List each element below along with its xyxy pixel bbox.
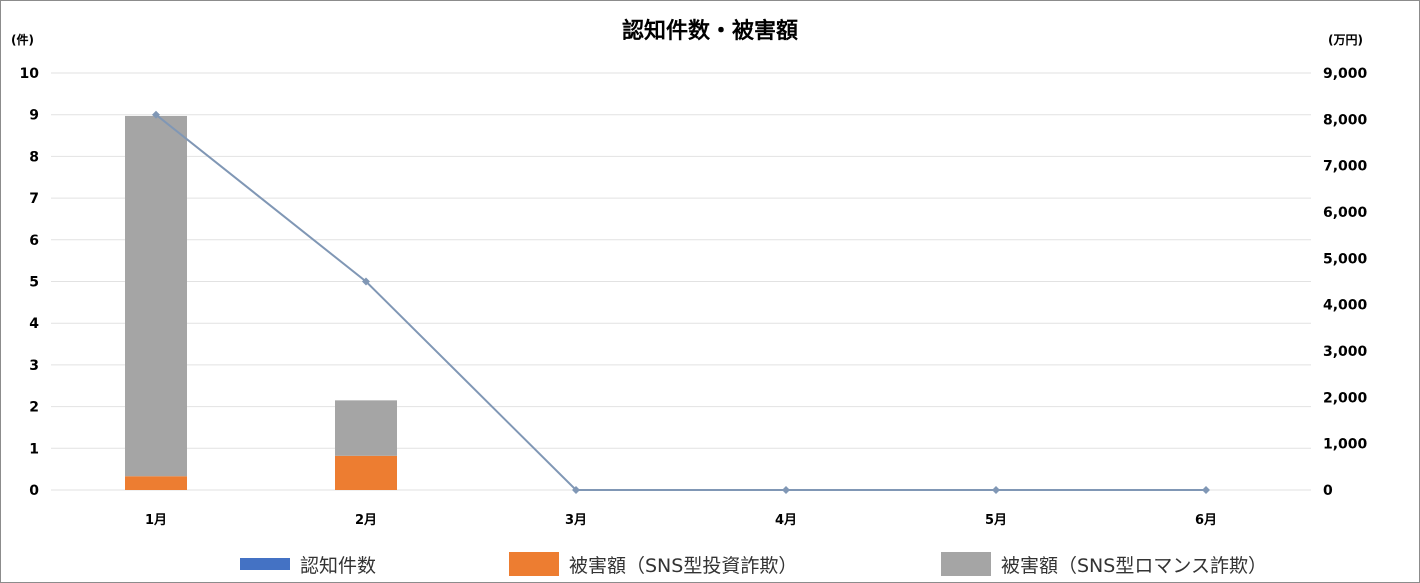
x-tick-label: 5月	[985, 513, 1007, 528]
left-tick-label: 10	[20, 66, 40, 82]
line-series	[152, 110, 1210, 494]
bars	[125, 115, 397, 490]
left-axis-ticks: 0 1 2 3 4 5 6 7 8 9 10	[20, 66, 40, 499]
right-axis-ticks: 0 1,000 2,000 3,000 4,000 5,000 6,000 7,000 8,00…	[1323, 66, 1368, 499]
series-line	[155, 113, 1206, 491]
left-tick-label: 6	[29, 233, 39, 249]
legend-swatch	[509, 552, 559, 576]
right-tick-label: 5,000	[1323, 251, 1368, 267]
x-tick-label: 4月	[775, 513, 797, 528]
right-axis-unit: (万円)	[1328, 33, 1363, 47]
gridlines	[51, 72, 1311, 491]
left-tick-label: 0	[29, 483, 39, 499]
left-tick-label: 4	[29, 316, 39, 332]
legend-label: 被害額（SNS型ロマンス詐欺）	[1001, 555, 1267, 577]
right-tick-label: 0	[1323, 483, 1333, 499]
data-point	[572, 486, 580, 494]
legend-label: 被害額（SNS型投資詐欺）	[569, 555, 797, 577]
left-tick-label: 8	[29, 149, 39, 165]
right-tick-label: 7,000	[1323, 159, 1368, 175]
legend: 認知件数 被害額（SNS型投資詐欺） 被害額（SNS型ロマンス詐欺）	[240, 552, 1267, 577]
data-point	[992, 486, 1000, 494]
right-tick-label: 1,000	[1323, 437, 1368, 453]
legend-swatch	[941, 552, 991, 576]
x-tick-label: 1月	[145, 513, 167, 528]
bar-segment	[125, 476, 187, 490]
right-tick-label: 6,000	[1323, 205, 1368, 221]
data-point	[362, 277, 370, 286]
data-point	[782, 486, 790, 494]
x-tick-label: 2月	[355, 513, 377, 528]
legend-swatch	[240, 558, 290, 570]
left-tick-label: 9	[29, 108, 39, 124]
chart-title: 認知件数・被害額	[622, 18, 798, 44]
left-tick-label: 7	[29, 191, 39, 207]
left-axis-unit: (件)	[11, 32, 34, 47]
right-tick-label: 2,000	[1323, 390, 1368, 406]
left-tick-label: 1	[29, 441, 39, 457]
data-point	[152, 110, 160, 119]
right-tick-label: 9,000	[1323, 66, 1368, 82]
left-tick-label: 5	[29, 275, 39, 291]
x-tick-label: 3月	[565, 513, 587, 528]
left-tick-label: 2	[29, 400, 39, 416]
bar-segment	[125, 115, 187, 477]
bar-segment	[335, 455, 397, 490]
bar-segment	[335, 400, 397, 456]
data-point	[1202, 486, 1210, 494]
right-tick-label: 8,000	[1323, 112, 1368, 128]
x-tick-label: 6月	[1195, 513, 1217, 528]
left-tick-label: 3	[29, 358, 39, 374]
right-tick-label: 3,000	[1323, 344, 1368, 360]
right-tick-label: 4,000	[1323, 298, 1368, 314]
legend-label: 認知件数	[300, 555, 376, 577]
x-axis-ticks: 1月 2月 3月 4月 5月 6月	[145, 513, 1217, 528]
